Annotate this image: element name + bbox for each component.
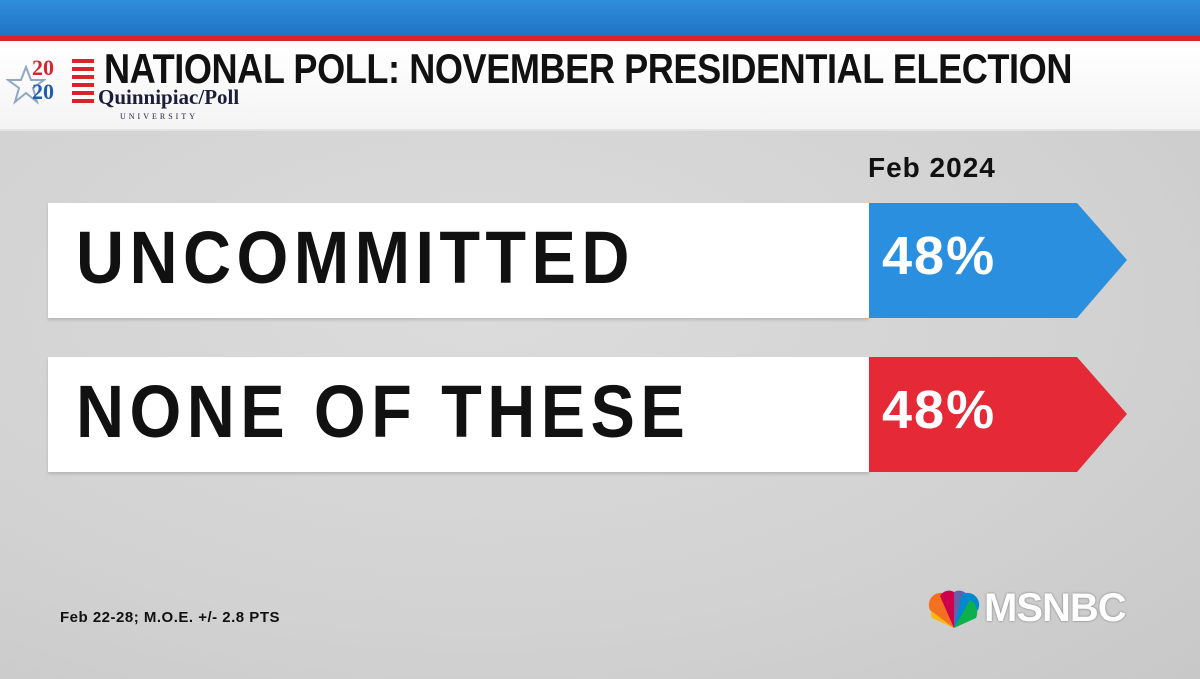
- star-icon: [6, 65, 46, 105]
- peacock-icon: [928, 590, 980, 628]
- column-header-date: Feb 2024: [868, 152, 996, 183]
- value-arrow-red: [869, 357, 1127, 472]
- value-arrow-blue: [869, 203, 1127, 318]
- logo-year-top: 20: [32, 55, 54, 80]
- logo-stripes: [72, 59, 94, 103]
- logo-name: Quinnipiac/Poll: [98, 85, 240, 109]
- row-value: 48%: [882, 226, 997, 286]
- page-title: NATIONAL POLL: NOVEMBER PRESIDENTIAL ELE…: [104, 45, 1072, 92]
- logo-university: UNIVERSITY: [120, 112, 198, 121]
- network-name: MSNBC: [984, 586, 1127, 630]
- result-row-uncommitted: UNCOMMITTED 48%: [48, 203, 1138, 318]
- row-label-panel: [48, 203, 869, 318]
- top-red-stripe: [0, 36, 1200, 41]
- msnbc-logo: MSNBC: [926, 586, 1156, 636]
- result-row-none-of-these: NONE OF THESE 48%: [48, 357, 1138, 472]
- footnote: Feb 22-28; M.O.E. +/- 2.8 PTS: [60, 609, 280, 626]
- header-banner: 20 20 Quinnipiac/Poll UNIVERSITY NATIONA…: [0, 41, 1200, 131]
- quinnipiac-2020-logo: 20 20 Quinnipiac/Poll UNIVERSITY: [6, 55, 240, 125]
- logo-year-bottom: 20: [32, 79, 54, 104]
- row-label-panel: [48, 357, 869, 472]
- row-value: 48%: [882, 380, 997, 440]
- row-label: UNCOMMITTED: [76, 216, 635, 299]
- row-label: NONE OF THESE: [76, 370, 691, 453]
- top-band: [0, 0, 1200, 36]
